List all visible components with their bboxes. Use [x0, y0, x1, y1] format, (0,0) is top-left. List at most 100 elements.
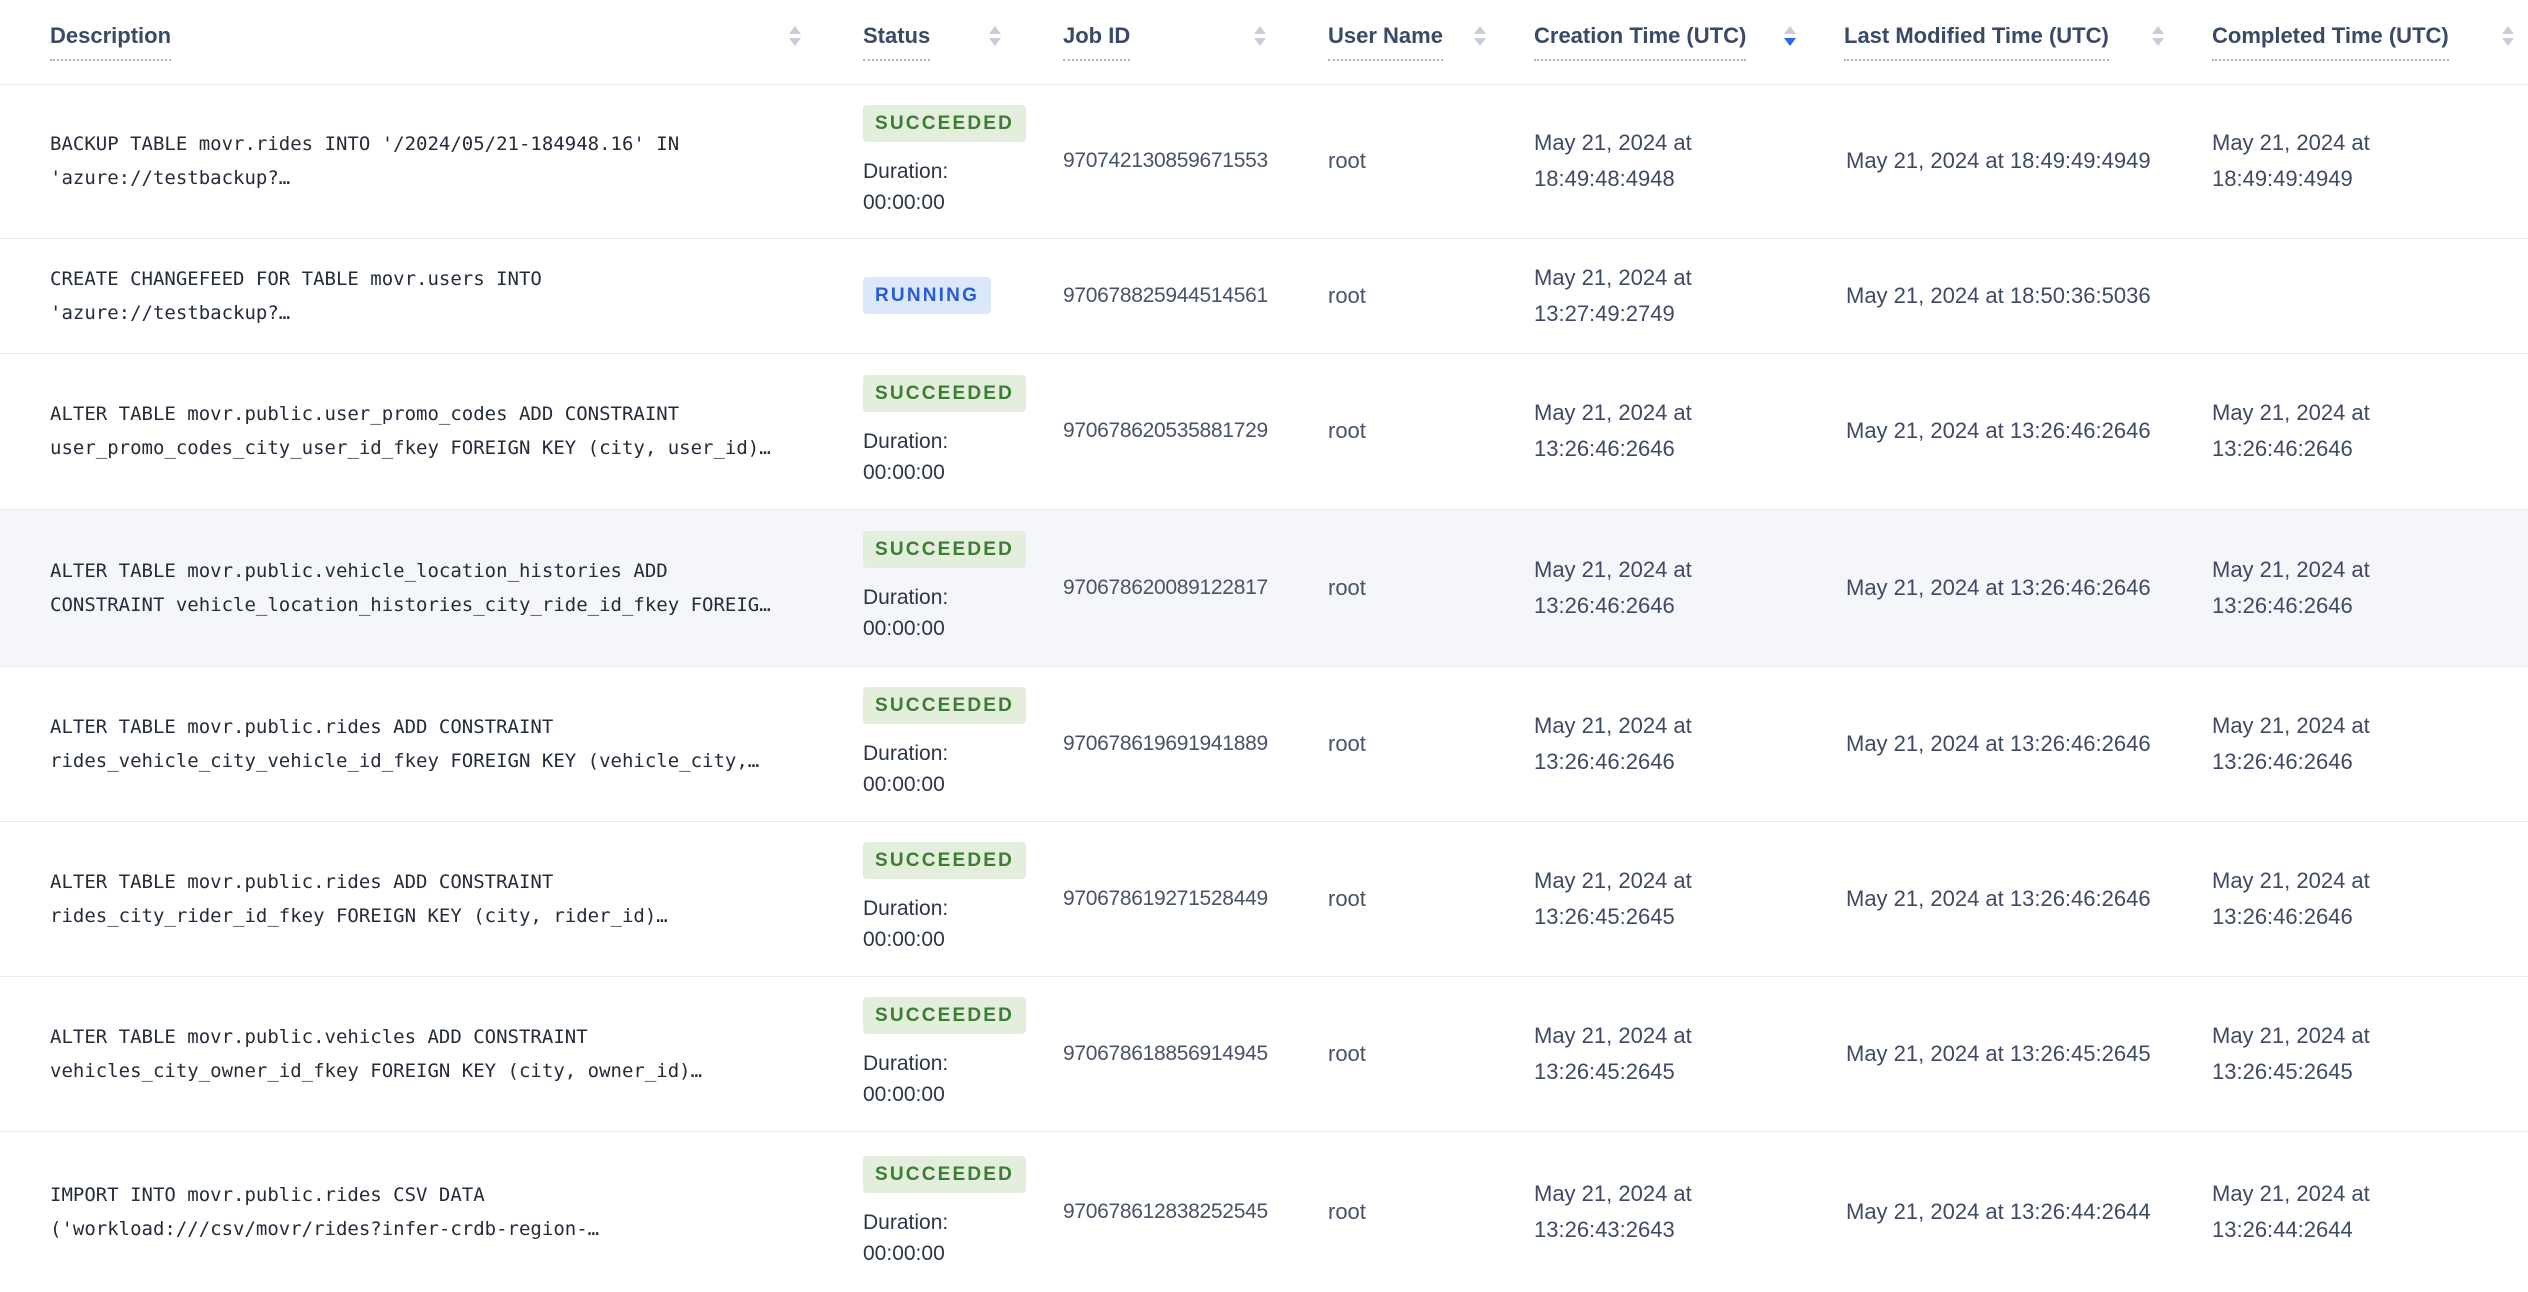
job-description-cell[interactable]: ALTER TABLE movr.public.rides ADD CONSTR… [0, 665, 815, 821]
sort-icon[interactable] [1462, 25, 1486, 46]
job-id-cell: 970678620535881729 [1015, 352, 1280, 509]
job-id-cell: 970678619691941889 [1015, 665, 1280, 821]
table-row[interactable]: ALTER TABLE movr.public.rides ADD CONSTR… [0, 665, 2528, 821]
sort-icon[interactable] [977, 25, 1001, 46]
job-description-cell[interactable]: IMPORT INTO movr.public.rides CSV DATA (… [0, 1130, 815, 1292]
job-status-cell: SUCCEEDED Duration: 00:00:00 [815, 975, 1027, 1131]
last-modified-time-cell: May 21, 2024 at 13:26:45:2645 [1810, 975, 2178, 1131]
table-row[interactable]: IMPORT INTO movr.public.rides CSV DATA (… [0, 1130, 2528, 1292]
job-id-cell: 970742130859671553 [1015, 83, 1280, 238]
completed-time-cell: May 21, 2024 at 13:26:46:2646 [2178, 820, 2528, 976]
job-description-line: 'azure://testbackup?… [50, 301, 291, 324]
job-status-cell: SUCCEEDED Duration: 00:00:00 [815, 352, 1027, 509]
sort-icon[interactable] [777, 25, 801, 46]
creation-time-cell: May 21, 2024 at 13:26:43:2643 [1500, 1130, 1810, 1292]
column-header[interactable]: Last Modified Time (UTC) [1810, 0, 2178, 84]
column-header-label[interactable]: User Name [1328, 23, 1443, 61]
column-header[interactable]: Description [0, 0, 815, 84]
duration-label: Duration: [863, 1052, 949, 1075]
job-duration: Duration: 00:00:00 [863, 426, 948, 488]
table-row[interactable]: ALTER TABLE movr.public.rides ADD CONSTR… [0, 820, 2528, 976]
column-header-label[interactable]: Completed Time (UTC) [2212, 23, 2449, 61]
duration-label: Duration: [863, 586, 949, 609]
sort-down-arrow-icon[interactable] [1474, 37, 1486, 46]
job-status-cell: SUCCEEDED Duration: 00:00:00 [815, 665, 1027, 821]
job-description-cell[interactable]: BACKUP TABLE movr.rides INTO '/2024/05/2… [0, 83, 815, 238]
user-name-cell: root [1280, 237, 1500, 353]
sort-down-arrow-icon[interactable] [1784, 37, 1796, 46]
job-description-line: CREATE CHANGEFEED FOR TABLE movr.users I… [50, 267, 542, 290]
sort-down-arrow-icon[interactable] [2502, 37, 2514, 46]
table-row[interactable]: ALTER TABLE movr.public.user_promo_codes… [0, 352, 2528, 509]
sort-up-arrow-icon[interactable] [989, 25, 1001, 34]
job-id-cell: 970678619271528449 [1015, 820, 1280, 976]
job-duration: Duration: 00:00:00 [863, 1207, 948, 1269]
sort-icon[interactable] [1772, 25, 1796, 46]
job-description-line: IMPORT INTO movr.public.rides CSV DATA [50, 1184, 485, 1207]
job-description-cell[interactable]: ALTER TABLE movr.public.rides ADD CONSTR… [0, 820, 815, 976]
table-row[interactable]: CREATE CHANGEFEED FOR TABLE movr.users I… [0, 237, 2528, 353]
last-modified-time-cell: May 21, 2024 at 13:26:44:2644 [1810, 1130, 2178, 1292]
column-header[interactable]: Job ID [1015, 0, 1280, 84]
sort-up-arrow-icon[interactable] [1474, 25, 1486, 34]
jobs-table-body: BACKUP TABLE movr.rides INTO '/2024/05/2… [0, 83, 2528, 1292]
last-modified-time-cell: May 21, 2024 at 18:49:49:4949 [1810, 83, 2178, 238]
creation-time-cell: May 21, 2024 at 18:49:48:4948 [1500, 83, 1810, 238]
table-row[interactable]: BACKUP TABLE movr.rides INTO '/2024/05/2… [0, 83, 2528, 238]
job-id-cell: 970678620089122817 [1015, 508, 1280, 666]
column-header-label[interactable]: Creation Time (UTC) [1534, 23, 1747, 61]
column-header-label[interactable]: Status [863, 23, 931, 61]
sort-down-arrow-icon[interactable] [1254, 37, 1266, 46]
table-row[interactable]: ALTER TABLE movr.public.vehicles ADD CON… [0, 975, 2528, 1131]
job-id-cell: 970678618856914945 [1015, 975, 1280, 1131]
job-description-cell[interactable]: ALTER TABLE movr.public.vehicles ADD CON… [0, 975, 815, 1131]
job-id-cell: 970678612838252545 [1015, 1130, 1280, 1292]
status-badge: SUCCEEDED [863, 374, 1027, 412]
job-description-line: ALTER TABLE movr.public.vehicles ADD CON… [50, 1025, 588, 1048]
sort-up-arrow-icon[interactable] [789, 25, 801, 34]
sort-icon[interactable] [1242, 25, 1266, 46]
column-header-label[interactable]: Job ID [1063, 23, 1131, 61]
user-name-cell: root [1280, 975, 1500, 1131]
sort-icon[interactable] [2140, 25, 2164, 46]
sort-up-arrow-icon[interactable] [2502, 25, 2514, 34]
column-header-label[interactable]: Last Modified Time (UTC) [1844, 23, 2109, 61]
job-description-line: vehicles_city_owner_id_fkey FOREIGN KEY … [50, 1059, 703, 1082]
job-description-line: ALTER TABLE movr.public.vehicle_location… [50, 559, 668, 582]
job-description-line: ALTER TABLE movr.public.user_promo_codes… [50, 403, 680, 425]
sort-up-arrow-icon[interactable] [1254, 25, 1266, 34]
job-duration: Duration: 00:00:00 [863, 1048, 948, 1110]
job-description-cell[interactable]: ALTER TABLE movr.public.vehicle_location… [0, 508, 815, 666]
user-name-cell: root [1280, 1130, 1500, 1292]
completed-time-cell [2178, 237, 2528, 353]
column-header[interactable]: Creation Time (UTC) [1500, 0, 1810, 84]
status-badge: SUCCEEDED [863, 104, 1027, 142]
column-header[interactable]: User Name [1280, 0, 1500, 84]
job-description-line: BACKUP TABLE movr.rides INTO '/2024/05/2… [50, 133, 680, 155]
status-badge: SUCCEEDED [863, 997, 1027, 1034]
duration-value: 00:00:00 [863, 1083, 945, 1106]
column-header-label[interactable]: Description [50, 23, 172, 61]
status-badge: RUNNING [863, 277, 992, 314]
duration-label: Duration: [863, 159, 949, 183]
creation-time-cell: May 21, 2024 at 13:26:45:2645 [1500, 975, 1810, 1131]
sort-icon[interactable] [2490, 25, 2514, 46]
table-row[interactable]: ALTER TABLE movr.public.vehicle_location… [0, 508, 2528, 666]
sort-up-arrow-icon[interactable] [2152, 25, 2164, 34]
user-name-cell: root [1280, 352, 1500, 509]
duration-value: 00:00:00 [863, 617, 945, 640]
completed-time-cell: May 21, 2024 at 18:49:49:4949 [2178, 83, 2528, 238]
job-status-cell: SUCCEEDED Duration: 00:00:00 [815, 83, 1027, 238]
sort-down-arrow-icon[interactable] [789, 37, 801, 46]
job-status-cell: RUNNING [815, 237, 1015, 353]
last-modified-time-cell: May 21, 2024 at 13:26:46:2646 [1810, 820, 2178, 976]
sort-up-arrow-icon[interactable] [1784, 25, 1796, 34]
duration-label: Duration: [863, 1210, 949, 1234]
sort-down-arrow-icon[interactable] [2152, 37, 2164, 46]
sort-down-arrow-icon[interactable] [989, 37, 1001, 46]
column-header[interactable]: Status [815, 0, 1015, 84]
job-description-cell[interactable]: CREATE CHANGEFEED FOR TABLE movr.users I… [0, 237, 815, 353]
column-header[interactable]: Completed Time (UTC) [2178, 0, 2528, 84]
job-description-cell[interactable]: ALTER TABLE movr.public.user_promo_codes… [0, 352, 815, 509]
